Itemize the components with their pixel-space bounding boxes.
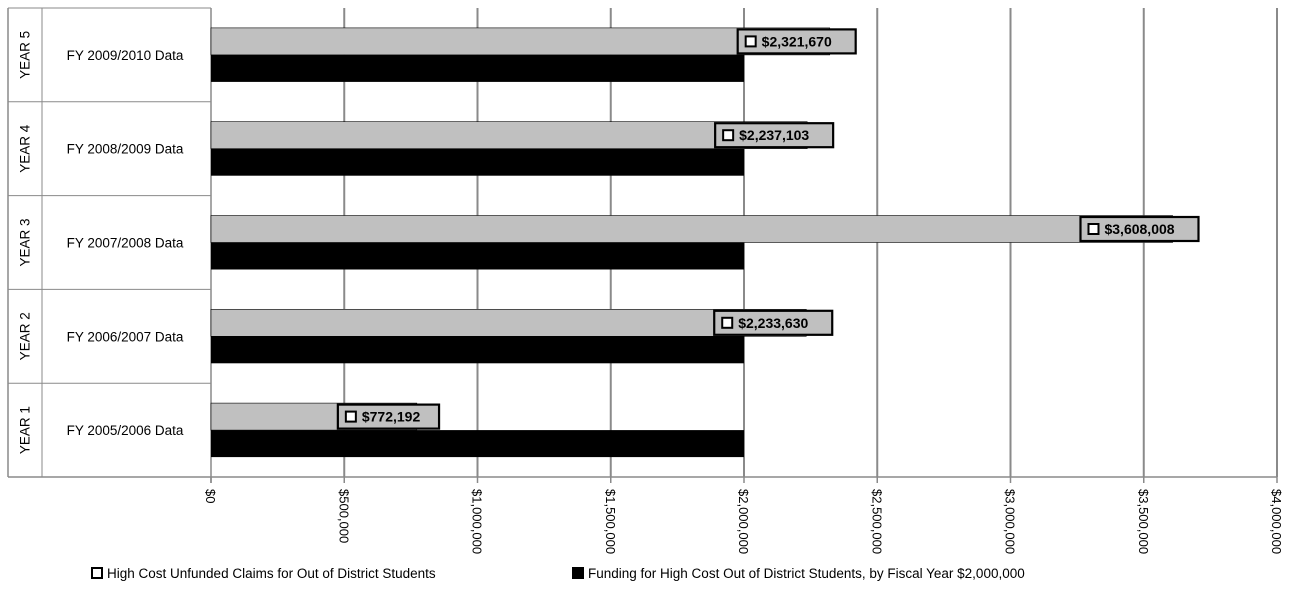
x-tick-label-2: $1,000,000 — [470, 489, 485, 554]
bar-unfunded-claims-2 — [210, 308, 807, 337]
x-tick-label-5: $2,500,000 — [869, 489, 884, 554]
legend-swatch-2 — [572, 567, 584, 579]
value-label-box-2 — [713, 309, 834, 336]
value-label-legend-key-4 — [722, 129, 735, 142]
value-label-legend-key-3 — [1087, 223, 1100, 235]
bar-funding-4 — [211, 148, 744, 176]
bars — [210, 27, 1173, 458]
value-label-box-4 — [714, 122, 835, 149]
value-label-legend-key-5 — [744, 35, 757, 48]
value-label-legend-key-2 — [721, 316, 734, 329]
group-label-2: YEAR 2 — [18, 312, 33, 360]
bar-funding-1 — [211, 430, 744, 458]
value-label-1: $772,192 — [362, 409, 421, 425]
bar-funding-3 — [211, 242, 744, 270]
category-label-3: FY 2007/2008 Data — [67, 236, 184, 251]
value-label-3: $3,608,008 — [1104, 221, 1174, 237]
group-label-3: YEAR 3 — [18, 218, 33, 266]
value-labels: $772,192 $2,233,630 $3,608,008 $2,237,103 $2… — [336, 28, 1200, 430]
category-label-1: FY 2005/2006 Data — [67, 423, 184, 438]
legend: High Cost Unfunded Claims for Out of Dis… — [91, 566, 1025, 581]
value-label-box-3 — [1079, 215, 1200, 243]
value-label-4: $2,237,103 — [739, 127, 809, 143]
category-label-2: FY 2006/2007 Data — [67, 329, 184, 344]
category-label-4: FY 2008/2009 Data — [67, 142, 184, 157]
legend-label-1: High Cost Unfunded Claims for Out of Dis… — [107, 566, 436, 581]
x-tick-label-3: $1,500,000 — [603, 489, 618, 554]
category-label-5: FY 2009/2010 Data — [67, 48, 184, 63]
category-labels: YEAR 1 FY 2005/2006 Data YEAR 2 FY 2006/200… — [18, 31, 184, 454]
legend-label-2: Funding for High Cost Out of District St… — [588, 566, 1025, 581]
x-tick-labels: $0 $500,000 $1,000,000 $1,500,000 $2,000,000… — [203, 489, 1284, 554]
x-tick-label-8: $4,000,000 — [1269, 489, 1284, 554]
value-label-legend-key-1 — [344, 410, 357, 423]
x-tick-label-0: $0 — [203, 489, 218, 503]
bar-unfunded-claims-5 — [210, 27, 831, 56]
bar-unfunded-claims-3 — [210, 215, 1173, 243]
legend-swatch-1 — [91, 567, 103, 579]
group-label-4: YEAR 4 — [18, 124, 33, 173]
value-label-box-5 — [736, 28, 857, 55]
bar-funding-5 — [211, 54, 744, 82]
value-label-5: $2,321,670 — [762, 33, 832, 49]
x-tick-label-4: $2,000,000 — [736, 489, 751, 554]
group-label-1: YEAR 1 — [18, 406, 33, 454]
bar-funding-2 — [211, 336, 744, 364]
x-tick-label-7: $3,500,000 — [1136, 489, 1151, 554]
x-tick-label-1: $500,000 — [336, 489, 351, 543]
x-tick-label-6: $3,000,000 — [1003, 489, 1018, 554]
value-label-2: $2,233,630 — [738, 315, 808, 331]
group-label-5: YEAR 5 — [18, 31, 33, 79]
